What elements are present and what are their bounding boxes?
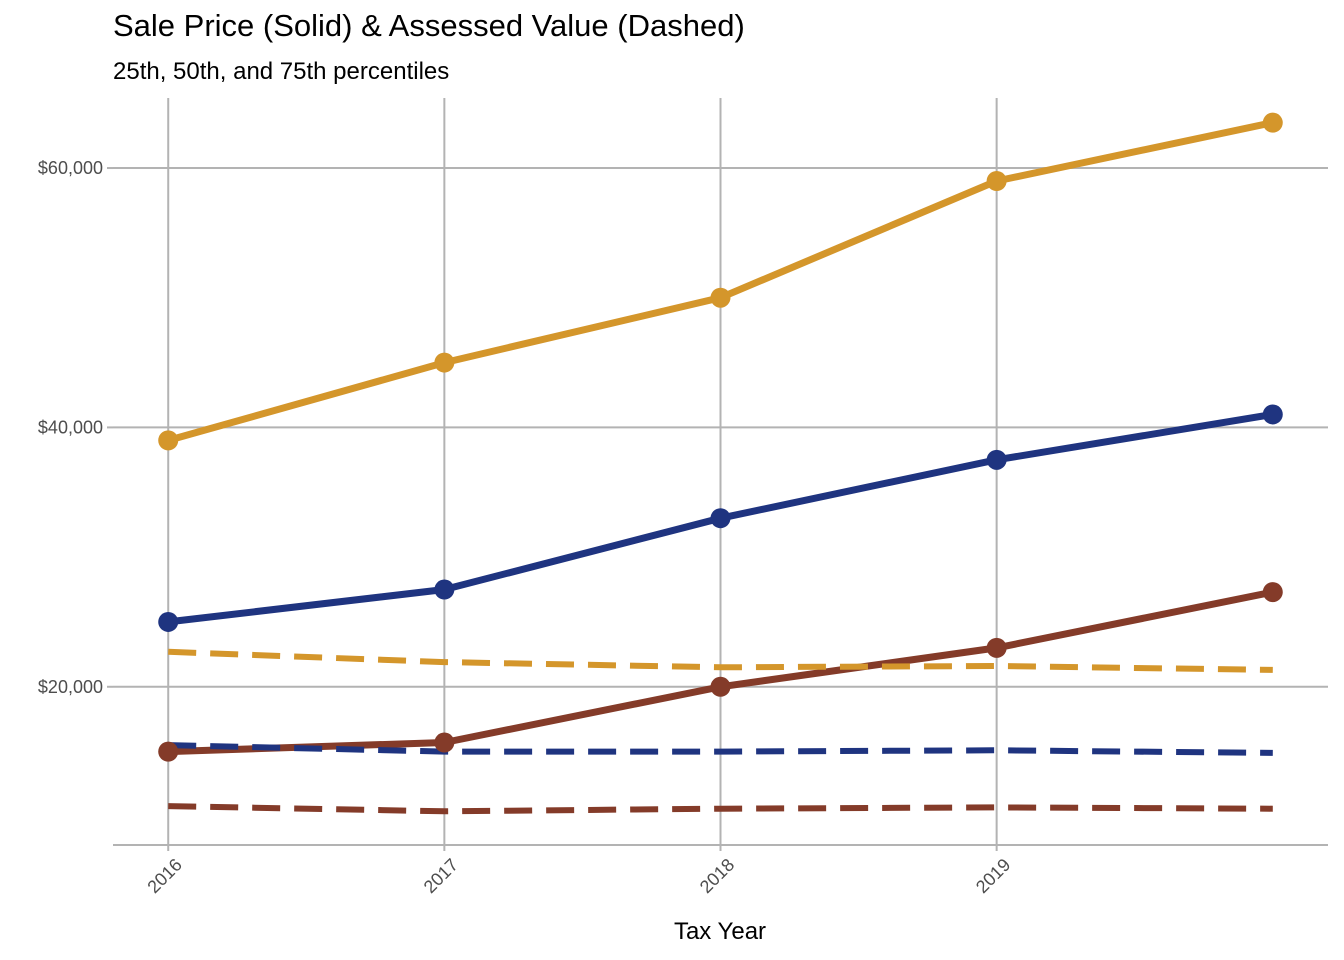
- data-point-25th-sale: [986, 637, 1007, 658]
- series-points: [158, 112, 1283, 762]
- x-tick-label: 2019: [972, 855, 1014, 897]
- x-tick-label: 2018: [696, 855, 738, 897]
- data-point-50th-sale: [158, 611, 179, 632]
- axes: [107, 167, 1328, 851]
- y-tick-label: $40,000: [38, 417, 103, 437]
- data-point-75th-sale: [1262, 112, 1283, 133]
- series-line-50th-assessed: [168, 742, 1273, 756]
- y-tick-label: $20,000: [38, 677, 103, 697]
- data-point-50th-sale: [434, 579, 455, 600]
- data-point-50th-sale: [710, 508, 731, 529]
- y-tick-label: $60,000: [38, 158, 103, 178]
- data-point-25th-sale: [710, 676, 731, 697]
- data-point-75th-sale: [986, 171, 1007, 191]
- data-point-75th-sale: [710, 287, 731, 308]
- data-point-75th-sale: [434, 352, 455, 373]
- series-line-25th-assessed: [168, 803, 1273, 815]
- data-point-50th-sale: [1262, 404, 1283, 425]
- data-point-75th-sale: [158, 430, 179, 451]
- data-point-25th-sale: [1262, 582, 1283, 603]
- x-tick-label: 2017: [420, 855, 462, 897]
- series-line-75th-assessed: [168, 648, 1273, 673]
- data-point-50th-sale: [986, 449, 1007, 470]
- x-axis-title: Tax Year: [674, 918, 766, 945]
- chart-title: Sale Price (Solid) & Assessed Value (Das…: [113, 8, 745, 43]
- tick-labels: $20,000 $40,000 $60,000 2016 2017 2018 2019: [38, 158, 1014, 897]
- data-point-25th-sale: [434, 732, 455, 753]
- x-tick-label: 2016: [144, 855, 186, 897]
- chart-subtitle: 25th, 50th, and 75th percentiles: [113, 58, 450, 85]
- grid-lines: [113, 98, 1328, 845]
- data-point-25th-sale: [158, 741, 179, 762]
